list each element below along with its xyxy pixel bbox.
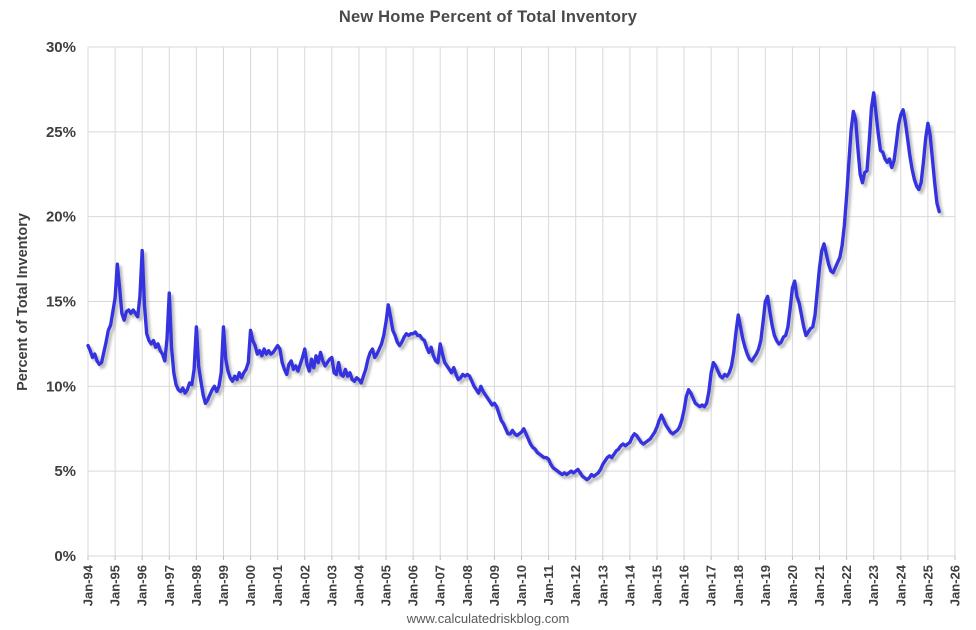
y-tick-label: 5%	[54, 463, 76, 480]
inventory-percent-line	[86, 91, 941, 482]
x-tick-label: Jan-94	[81, 564, 96, 606]
x-tick-label: Jan-13	[595, 565, 610, 606]
x-tick-label: Jan-14	[622, 564, 637, 606]
x-tick-label: Jan-24	[893, 564, 908, 606]
x-tick-label: Jan-02	[297, 565, 312, 606]
x-tick-label: Jan-23	[866, 565, 881, 606]
x-tick-label: Jan-09	[487, 565, 502, 606]
y-tick-label: 30%	[46, 39, 76, 56]
x-tick-label: Jan-96	[135, 565, 150, 606]
y-tick-label: 0%	[54, 548, 76, 565]
x-tick-label: Jan-15	[649, 565, 664, 606]
y-axis-title: Percent of Total Inventory	[15, 213, 31, 391]
x-tick-label: Jan-16	[677, 565, 692, 606]
x-tick-label: Jan-12	[568, 565, 583, 606]
y-tick-label: 25%	[46, 124, 76, 141]
x-tick-label: Jan-05	[379, 565, 394, 606]
x-tick-label: Jan-00	[243, 565, 258, 606]
x-tick-label: Jan-98	[189, 565, 204, 606]
y-tick-label: 15%	[46, 294, 76, 311]
x-tick-label: Jan-22	[839, 565, 854, 606]
x-tick-label: Jan-19	[758, 565, 773, 606]
x-tick-label: Jan-07	[433, 565, 448, 606]
axis-labels-group: 0% 5% 10% 15% 20% 25% 30% Jan-94 Jan-95 Jan-96 Jan…	[46, 39, 963, 606]
x-tick-label: Jan-95	[108, 565, 123, 606]
x-tick-label: Jan-25	[920, 565, 935, 606]
x-tick-label: Jan-20	[785, 565, 800, 606]
x-tick-label: Jan-18	[731, 565, 746, 606]
x-tick-label: Jan-97	[162, 565, 177, 606]
x-tick-label: Jan-11	[541, 565, 556, 605]
axis-ticks-group	[87, 556, 956, 560]
x-tick-label: Jan-08	[460, 565, 475, 606]
x-tick-label: Jan-04	[351, 564, 366, 606]
x-tick-label: Jan-06	[406, 565, 421, 606]
x-tick-label: Jan-10	[514, 565, 529, 606]
x-tick-label: Jan-99	[216, 565, 231, 606]
y-tick-label: 20%	[46, 209, 76, 226]
chart-title: New Home Percent of Total Inventory	[338, 8, 638, 26]
y-tick-label: 10%	[46, 378, 76, 395]
gridlines-group	[87, 46, 956, 557]
x-tick-label: Jan-03	[324, 565, 339, 606]
x-tick-label: Jan-26	[948, 565, 963, 606]
x-tick-label: Jan-01	[270, 565, 285, 606]
x-tick-label: Jan-17	[704, 565, 719, 606]
x-tick-label: Jan-21	[812, 565, 827, 606]
footer-url: www.calculatedriskblog.com	[406, 611, 570, 626]
